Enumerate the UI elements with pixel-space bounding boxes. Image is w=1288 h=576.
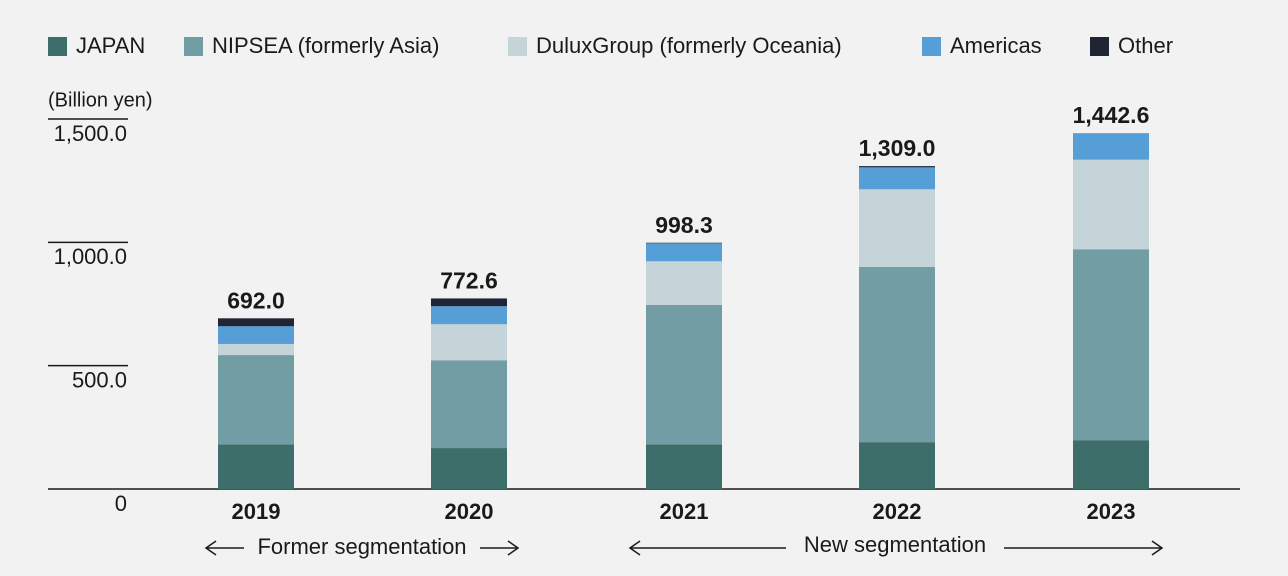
legend-label: Other bbox=[1118, 33, 1173, 58]
bar-segment bbox=[218, 326, 294, 344]
y-tick-label: 0 bbox=[115, 491, 127, 516]
bar-segment bbox=[646, 243, 722, 262]
bar-segment bbox=[431, 298, 507, 307]
x-tick-label: 2023 bbox=[1087, 499, 1136, 524]
x-tick-label: 2022 bbox=[873, 499, 922, 524]
total-label: 1,309.0 bbox=[859, 135, 936, 161]
bar-segment bbox=[1073, 159, 1149, 250]
bar-segment bbox=[859, 167, 935, 190]
legend-swatch bbox=[184, 37, 203, 56]
unit-label: (Billion yen) bbox=[48, 89, 152, 111]
x-tick-label: 2021 bbox=[660, 499, 709, 524]
bar-segment bbox=[1073, 133, 1149, 160]
y-tick-label: 1,500.0 bbox=[54, 121, 127, 146]
total-label: 772.6 bbox=[440, 268, 498, 294]
bar-segment bbox=[1073, 249, 1149, 441]
bar-segment bbox=[859, 189, 935, 267]
y-tick-label: 500.0 bbox=[72, 367, 127, 392]
former-arrow bbox=[204, 540, 520, 556]
legend-swatch bbox=[1090, 37, 1109, 56]
bar-segment bbox=[431, 360, 507, 449]
annotation: Former segmentation bbox=[257, 534, 466, 559]
legend-label: NIPSEA (formerly Asia) bbox=[212, 33, 439, 58]
bar-segment bbox=[859, 442, 935, 489]
legend-swatch bbox=[508, 37, 527, 56]
legend-label: DuluxGroup (formerly Oceania) bbox=[536, 33, 842, 58]
bar-segment bbox=[646, 444, 722, 489]
legend-swatch bbox=[48, 37, 67, 56]
bar-segment bbox=[218, 343, 294, 356]
legend-label: JAPAN bbox=[76, 33, 145, 58]
x-tick-label: 2019 bbox=[232, 499, 281, 524]
bar-segment bbox=[431, 324, 507, 361]
bar-segment bbox=[1073, 440, 1149, 489]
bar-segment bbox=[646, 304, 722, 445]
y-tick-label: 1,000.0 bbox=[54, 244, 127, 269]
annotation: New segmentation bbox=[804, 532, 986, 557]
bar-segment bbox=[646, 261, 722, 305]
bar-segment bbox=[218, 444, 294, 489]
total-label: 1,442.6 bbox=[1073, 102, 1150, 128]
bar-segment bbox=[859, 166, 935, 168]
bar-segment bbox=[859, 267, 935, 443]
bar-segment bbox=[431, 306, 507, 325]
x-tick-label: 2020 bbox=[445, 499, 494, 524]
bar-segment bbox=[218, 355, 294, 445]
legend-swatch bbox=[922, 37, 941, 56]
total-label: 692.0 bbox=[227, 287, 285, 313]
legend-label: Americas bbox=[950, 33, 1042, 58]
new-arrow bbox=[628, 540, 1164, 556]
bar-segment bbox=[218, 318, 294, 327]
bar-segment bbox=[646, 242, 722, 244]
total-label: 998.3 bbox=[655, 212, 713, 238]
bar-segment bbox=[431, 448, 507, 489]
